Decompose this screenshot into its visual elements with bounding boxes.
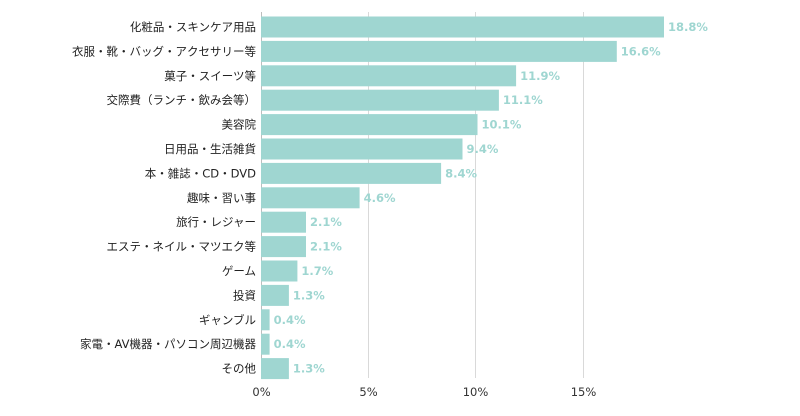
bar bbox=[261, 236, 306, 258]
bar bbox=[261, 65, 517, 87]
value-label: 1.3% bbox=[293, 288, 325, 302]
bar bbox=[261, 162, 442, 184]
category-label: 日用品・生活雑貨 bbox=[164, 142, 256, 156]
x-tick-label: 0% bbox=[252, 385, 270, 399]
category-label: エステ・ネイル・マツエク等 bbox=[107, 240, 257, 254]
value-label: 1.7% bbox=[301, 264, 333, 278]
value-label: 16.6% bbox=[621, 44, 661, 58]
category-labels: 化粧品・スキンケア用品衣服・靴・バッグ・アクセサリー等菓子・スイーツ等交際費（ラ… bbox=[72, 20, 256, 376]
category-label: 美容院 bbox=[222, 118, 257, 132]
category-label: その他 bbox=[222, 362, 257, 376]
bar bbox=[261, 89, 499, 111]
bar bbox=[261, 284, 289, 306]
category-label: 本・雑誌・CD・DVD bbox=[145, 166, 256, 180]
value-label: 10.1% bbox=[482, 118, 522, 132]
value-label: 1.3% bbox=[293, 362, 325, 376]
category-label: 家電・AV機器・パソコン周辺機器 bbox=[80, 337, 256, 351]
x-axis-ticks: 0% 5% 10% 15% bbox=[252, 385, 596, 399]
category-label: 投資 bbox=[233, 288, 256, 302]
bar bbox=[261, 358, 289, 380]
value-label: 9.4% bbox=[467, 142, 499, 156]
category-label: 旅行・レジャー bbox=[176, 215, 256, 229]
bar bbox=[261, 138, 463, 160]
value-label: 18.8% bbox=[668, 20, 708, 34]
category-label: ギャンブル bbox=[199, 313, 256, 327]
value-label: 11.1% bbox=[503, 93, 543, 107]
category-label: 菓子・スイーツ等 bbox=[164, 69, 256, 83]
category-label: 化粧品・スキンケア用品 bbox=[130, 20, 256, 34]
bar bbox=[261, 114, 478, 136]
value-label: 4.6% bbox=[364, 191, 396, 205]
bar bbox=[261, 260, 298, 282]
value-label: 2.1% bbox=[310, 215, 342, 229]
bar bbox=[261, 16, 664, 38]
bar bbox=[261, 40, 617, 62]
bars bbox=[261, 16, 664, 380]
value-label: 2.1% bbox=[310, 240, 342, 254]
x-tick-label: 5% bbox=[359, 385, 377, 399]
value-label: 11.9% bbox=[520, 69, 560, 83]
category-label: 衣服・靴・バッグ・アクセサリー等 bbox=[72, 44, 256, 58]
value-label: 0.4% bbox=[274, 337, 306, 351]
x-tick-label: 10% bbox=[463, 385, 489, 399]
bar bbox=[261, 333, 270, 355]
value-label: 0.4% bbox=[274, 313, 306, 327]
bar bbox=[261, 309, 270, 331]
bar bbox=[261, 187, 360, 209]
category-label: 趣味・習い事 bbox=[187, 191, 256, 205]
category-label: ゲーム bbox=[222, 264, 256, 278]
x-tick-label: 15% bbox=[571, 385, 597, 399]
category-label: 交際費（ランチ・飲み会等） bbox=[107, 93, 257, 107]
bar bbox=[261, 211, 306, 233]
value-label: 8.4% bbox=[445, 166, 477, 180]
value-labels: 18.8% 16.6% 11.9% 11.1% 10.1% 9.4% 8.4% 4.6% 2.1… bbox=[274, 20, 709, 376]
